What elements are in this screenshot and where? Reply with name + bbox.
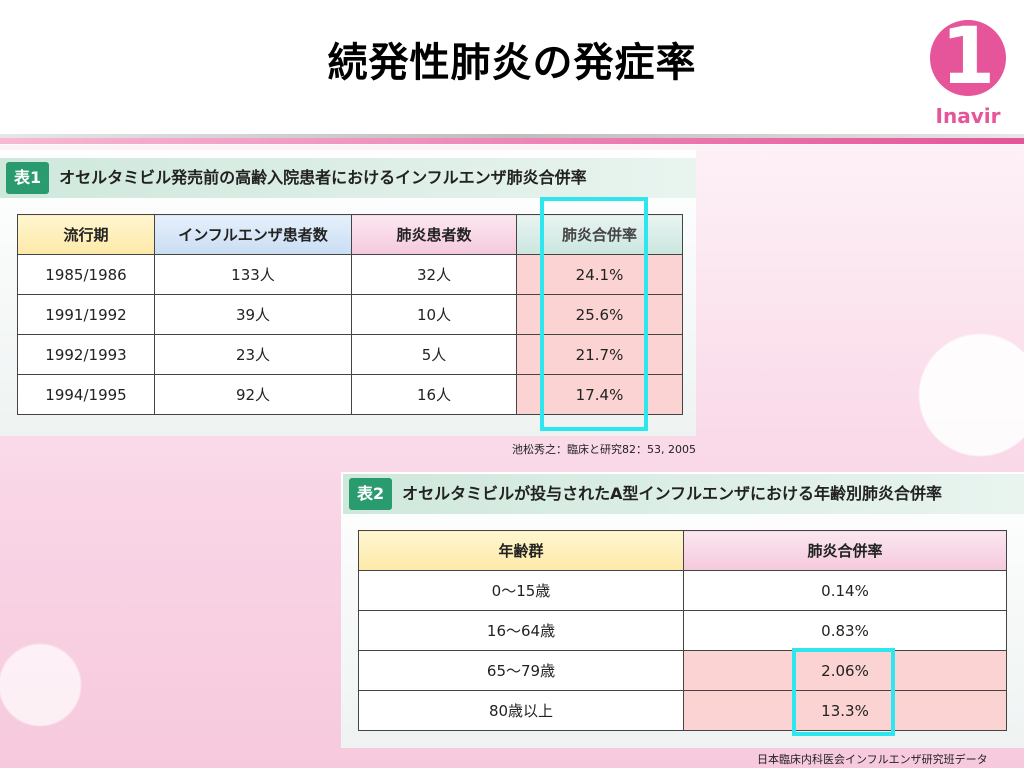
table2-cell-age: 16～64歳	[358, 610, 684, 651]
table1-cell-flu: 23人	[154, 334, 352, 375]
table1-cell-period: 1985/1986	[17, 254, 155, 295]
table2-rate-highlight	[792, 648, 895, 736]
table2-cell-rate: 0.83%	[683, 610, 1007, 651]
slide-title: 続発性肺炎の発症率	[327, 40, 697, 86]
table2-tag: 表2	[349, 478, 393, 510]
table1-cell-flu: 39人	[154, 294, 352, 335]
table1-header-flu-patients: インフルエンザ患者数	[154, 214, 352, 255]
inavir-logo-circle	[930, 20, 1006, 96]
table-row: 1994/1995 92人 16人 17.4%	[17, 374, 683, 415]
table1-rate-highlight	[540, 197, 648, 431]
table2-header-rate: 肺炎合併率	[683, 530, 1007, 571]
inavir-logo-numeral: 1	[940, 12, 996, 102]
table-row: 16～64歳 0.83%	[358, 610, 1007, 651]
table1-cell-period: 1991/1992	[17, 294, 155, 335]
table2-cell-rate: 0.14%	[683, 570, 1007, 611]
table1-cell-pneumonia: 16人	[351, 374, 517, 415]
table2-cell-age: 0～15歳	[358, 570, 684, 611]
header-band-pink	[0, 138, 1024, 144]
table1: 流行期 インフルエンザ患者数 肺炎患者数 肺炎合併率 1985/1986 133…	[17, 214, 683, 415]
table-row: 0～15歳 0.14%	[358, 570, 1007, 611]
table-row: 80歳以上 13.3%	[358, 690, 1007, 731]
table1-cell-period: 1994/1995	[17, 374, 155, 415]
table2-cell-rate: 13.3%	[683, 690, 1007, 731]
table2-caption-bar: 表2 オセルタミビルが投与されたA型インフルエンザにおける年齢別肺炎合併率	[343, 474, 1024, 514]
inavir-logo-text: Inavir	[935, 104, 1001, 128]
table1-cell-pneumonia: 32人	[351, 254, 517, 295]
table1-tag: 表1	[6, 162, 50, 194]
table-row: 1992/1993 23人 5人 21.7%	[17, 334, 683, 375]
table1-caption: オセルタミビル発売前の高齢入院患者におけるインフルエンザ肺炎合併率	[59, 168, 587, 187]
table2-caption: オセルタミビルが投与されたA型インフルエンザにおける年齢別肺炎合併率	[402, 484, 943, 503]
table1-cell-flu: 133人	[154, 254, 352, 295]
table1-header-pneumonia-patients: 肺炎患者数	[351, 214, 517, 255]
table-row: 65～79歳 2.06%	[358, 650, 1007, 691]
table2: 年齢群 肺炎合併率 0～15歳 0.14% 16～64歳 0.83% 65～79…	[358, 530, 1007, 731]
table1-cell-pneumonia: 10人	[351, 294, 517, 335]
table1-cell-period: 1992/1993	[17, 334, 155, 375]
header-band-gray	[0, 134, 1024, 138]
table2-header-age-group: 年齢群	[358, 530, 684, 571]
table2-cell-age: 65～79歳	[358, 650, 684, 691]
table1-source: 池松秀之：臨床と研究82：53, 2005	[512, 443, 696, 456]
table2-header-row: 年齢群 肺炎合併率	[358, 530, 1007, 571]
table1-cell-pneumonia: 5人	[351, 334, 517, 375]
table2-cell-rate: 2.06%	[683, 650, 1007, 691]
table2-source: 日本臨床内科医会インフルエンザ研究班データ	[757, 753, 988, 766]
table1-header-period: 流行期	[17, 214, 155, 255]
table2-cell-age: 80歳以上	[358, 690, 684, 731]
table1-cell-flu: 92人	[154, 374, 352, 415]
table1-caption-bar: 表1 オセルタミビル発売前の高齢入院患者におけるインフルエンザ肺炎合併率	[0, 158, 696, 198]
